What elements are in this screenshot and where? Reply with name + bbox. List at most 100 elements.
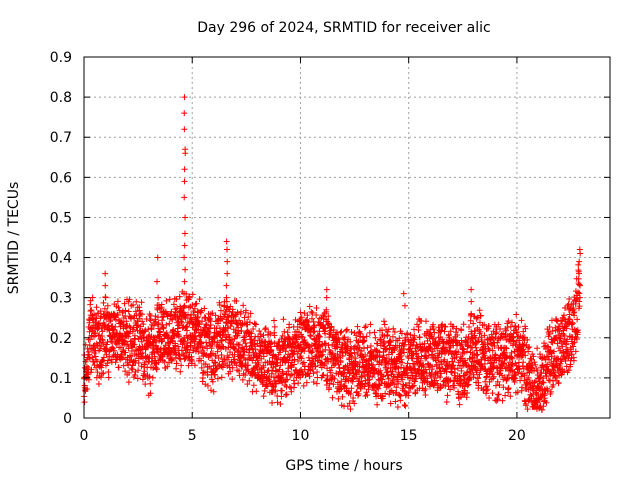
data-point — [525, 374, 532, 381]
data-point — [526, 397, 533, 404]
data-point — [166, 320, 173, 327]
data-point — [326, 380, 333, 387]
data-point — [327, 369, 334, 376]
data-point — [476, 319, 483, 326]
data-point — [395, 378, 402, 385]
data-point — [304, 312, 311, 319]
data-point — [298, 314, 305, 321]
data-point — [398, 364, 405, 371]
data-point — [337, 359, 344, 366]
data-point — [246, 377, 253, 384]
data-point — [282, 338, 289, 345]
data-point — [470, 320, 477, 327]
data-point — [570, 357, 577, 364]
data-point — [289, 351, 296, 358]
data-point — [218, 351, 225, 358]
data-point — [88, 366, 95, 373]
data-point — [547, 349, 554, 356]
data-point — [369, 373, 376, 380]
data-point — [181, 194, 188, 201]
data-point — [291, 380, 298, 387]
data-point — [270, 383, 277, 390]
data-point — [305, 344, 312, 351]
data-point — [494, 378, 501, 385]
data-point — [98, 364, 105, 371]
data-point — [282, 348, 289, 355]
data-point — [224, 270, 231, 277]
data-point — [183, 349, 190, 356]
data-point — [524, 406, 531, 413]
data-point — [384, 372, 391, 379]
data-point — [515, 369, 522, 376]
data-point — [181, 302, 188, 309]
data-point — [382, 390, 389, 397]
data-point — [568, 351, 575, 358]
data-point — [485, 322, 492, 329]
data-point — [341, 369, 348, 376]
data-point — [181, 230, 188, 237]
data-point — [240, 302, 247, 309]
data-point — [311, 322, 318, 329]
data-point — [234, 309, 241, 316]
data-point — [472, 327, 479, 334]
data-point — [81, 399, 88, 406]
data-point — [375, 385, 382, 392]
data-point — [181, 126, 188, 133]
data-point — [257, 333, 264, 340]
data-point — [576, 294, 583, 301]
data-point — [247, 310, 254, 317]
data-point — [288, 347, 295, 354]
data-point — [399, 359, 406, 366]
data-point — [347, 369, 354, 376]
data-point — [309, 366, 316, 373]
data-point — [473, 315, 480, 322]
data-point — [206, 339, 213, 346]
data-point — [141, 368, 148, 375]
data-point — [316, 333, 323, 340]
data-point — [99, 356, 106, 363]
data-point — [233, 298, 240, 305]
data-point — [495, 391, 502, 398]
data-point — [104, 357, 111, 364]
data-point — [277, 400, 284, 407]
data-point — [557, 335, 564, 342]
data-point — [236, 317, 243, 324]
data-point — [219, 343, 226, 350]
data-point — [518, 317, 525, 324]
data-point — [306, 373, 313, 380]
data-point — [436, 364, 443, 371]
data-point — [264, 368, 271, 375]
data-point — [320, 362, 327, 369]
data-point — [538, 369, 545, 376]
data-point — [315, 333, 322, 340]
data-point — [193, 300, 200, 307]
data-point — [260, 364, 267, 371]
data-point — [142, 381, 149, 388]
data-point — [152, 357, 159, 364]
data-point — [545, 344, 552, 351]
data-point — [121, 300, 128, 307]
data-point — [413, 350, 420, 357]
data-point — [459, 345, 466, 352]
data-point — [540, 403, 547, 410]
data-point — [518, 373, 525, 380]
data-point — [194, 315, 201, 322]
data-point — [371, 329, 378, 336]
data-point — [432, 357, 439, 364]
data-point — [207, 322, 214, 329]
data-point — [309, 310, 316, 317]
y-tick-label: 0.7 — [50, 130, 72, 146]
data-point — [248, 330, 255, 337]
data-point — [360, 345, 367, 352]
data-point — [440, 345, 447, 352]
data-point — [160, 325, 167, 332]
data-point — [198, 364, 205, 371]
data-point — [576, 258, 583, 265]
data-point — [465, 342, 472, 349]
data-point — [402, 402, 409, 409]
data-point — [552, 369, 559, 376]
data-point — [559, 320, 566, 327]
data-point — [361, 383, 368, 390]
data-point — [330, 326, 337, 333]
axis-ticks — [83, 56, 610, 419]
